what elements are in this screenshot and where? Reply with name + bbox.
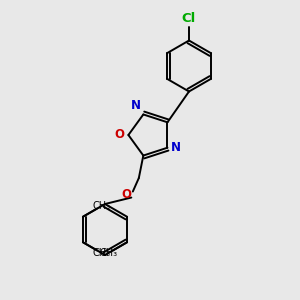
Text: CH₃: CH₃	[100, 248, 118, 258]
Text: CH₃: CH₃	[92, 248, 110, 258]
Text: Cl: Cl	[182, 13, 196, 26]
Text: O: O	[121, 188, 131, 201]
Text: N: N	[171, 141, 181, 154]
Text: O: O	[115, 128, 125, 142]
Text: CH₃: CH₃	[92, 201, 110, 211]
Text: N: N	[131, 99, 141, 112]
